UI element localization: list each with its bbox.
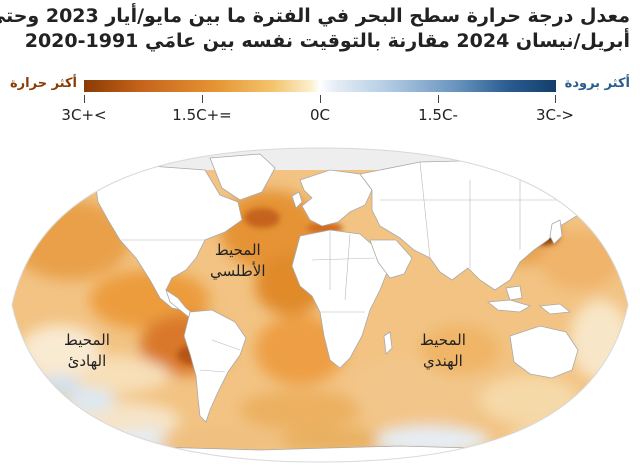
scale-tick-label-0: 3C+<	[61, 106, 107, 124]
atlantic-label-line-2: الأطلسي	[210, 262, 266, 280]
country-borders	[120, 161, 560, 373]
land-africa	[291, 229, 389, 369]
scale-tick-label-1: 1.5C+=	[172, 106, 232, 124]
hotspot-north-atlantic	[244, 208, 280, 228]
world-map-svg	[11, 147, 629, 463]
atlantic-ocean-label: المحيط الأطلسي	[210, 240, 266, 282]
scale-tick-label-2: 0C	[309, 106, 331, 124]
indian-ocean-label: المحيط الهندي	[420, 330, 466, 372]
land-north-america	[94, 165, 243, 311]
land-arabia	[369, 239, 413, 279]
title-line-2: أبريل/نيسان 2024 مقارنة بالتوقيت نفسه بي…	[24, 30, 630, 52]
land-south-america	[183, 309, 247, 423]
pacific-ocean-label: المحيط الهادئ	[64, 330, 110, 372]
land-borneo	[505, 285, 523, 301]
warmer-label: أكثر حرارة	[10, 76, 78, 91]
land-new-guinea	[538, 303, 572, 315]
land-madagascar	[383, 331, 393, 355]
colder-label: أكثر برودة	[564, 76, 630, 91]
pacific-label-line-2: الهادئ	[67, 352, 107, 370]
scale-tick-4	[555, 95, 556, 103]
land-new-zealand	[593, 377, 603, 395]
scale-tick-label-3: 1.5C-	[418, 106, 458, 124]
pacific-label-line-1: المحيط	[64, 331, 110, 349]
land-greenland	[209, 153, 276, 201]
land-indonesia	[486, 299, 531, 313]
map-title: معدل درجة حرارة سطح البحر في الفترة ما ب…	[0, 4, 630, 54]
land-antarctica	[12, 445, 628, 462]
land-australia	[509, 325, 579, 379]
atlantic-label-line-1: المحيط	[214, 241, 261, 259]
scale-tick-label-4: 3C->	[536, 106, 574, 124]
world-map: المحيط الأطلسي المحيط الهادئ المحيط الهن…	[0, 140, 640, 470]
indian-label-line-2: الهندي	[423, 352, 463, 370]
land-japan	[549, 219, 563, 245]
scale-tick-0	[84, 95, 85, 103]
scale-tick-2	[320, 95, 321, 103]
indian-label-line-1: المحيط	[420, 331, 466, 349]
title-line-1: معدل درجة حرارة سطح البحر في الفترة ما ب…	[0, 5, 630, 27]
scale-tick-1	[202, 95, 203, 103]
land-britain	[291, 191, 303, 209]
color-scale-bar	[84, 80, 556, 92]
arctic-area	[12, 148, 628, 170]
globe-outline	[11, 147, 629, 463]
scale-tick-3	[438, 95, 439, 103]
